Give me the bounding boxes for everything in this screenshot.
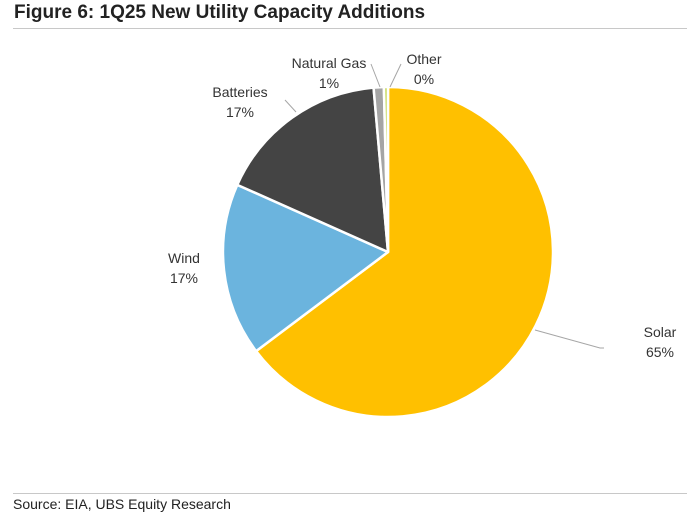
pie-slice-solar: [254, 85, 555, 419]
leader-line-batteries: [284, 99, 297, 113]
pie-slice-wind: [221, 183, 390, 353]
source-note: Source: EIA, UBS Equity Research: [13, 496, 231, 512]
leader-line-natural-gas: [370, 63, 381, 88]
pie-slices: [221, 85, 555, 419]
slice-label-other: Other: [406, 51, 441, 67]
slice-label-solar: Solar: [644, 324, 677, 340]
slice-value-batteries: 17%: [226, 104, 254, 120]
slice-value-solar: 65%: [646, 344, 674, 360]
slice-label-natural-gas: Natural Gas: [292, 55, 367, 71]
slice-labels: Solar 65% Wind 17% Batteries 17% Natural Gas 1%…: [168, 51, 677, 360]
slice-value-other: 0%: [414, 71, 434, 87]
leader-line-solar: [534, 329, 604, 349]
title-rule: [13, 28, 687, 29]
source-rule: [13, 493, 687, 494]
figure-title: Figure 6: 1Q25 New Utility Capacity Addi…: [14, 2, 426, 23]
slice-value-natural-gas: 1%: [319, 75, 339, 91]
leader-line-other: [389, 63, 402, 88]
pie-slice-other: [382, 85, 390, 254]
leader-lines: [284, 63, 604, 349]
pie-chart: Solar 65% Wind 17% Batteries 17% Natural Gas 1%…: [168, 51, 677, 419]
slice-label-batteries: Batteries: [212, 84, 267, 100]
pie-slice-batteries: [236, 86, 390, 254]
slice-value-wind: 17%: [170, 270, 198, 286]
slice-label-wind: Wind: [168, 250, 200, 266]
